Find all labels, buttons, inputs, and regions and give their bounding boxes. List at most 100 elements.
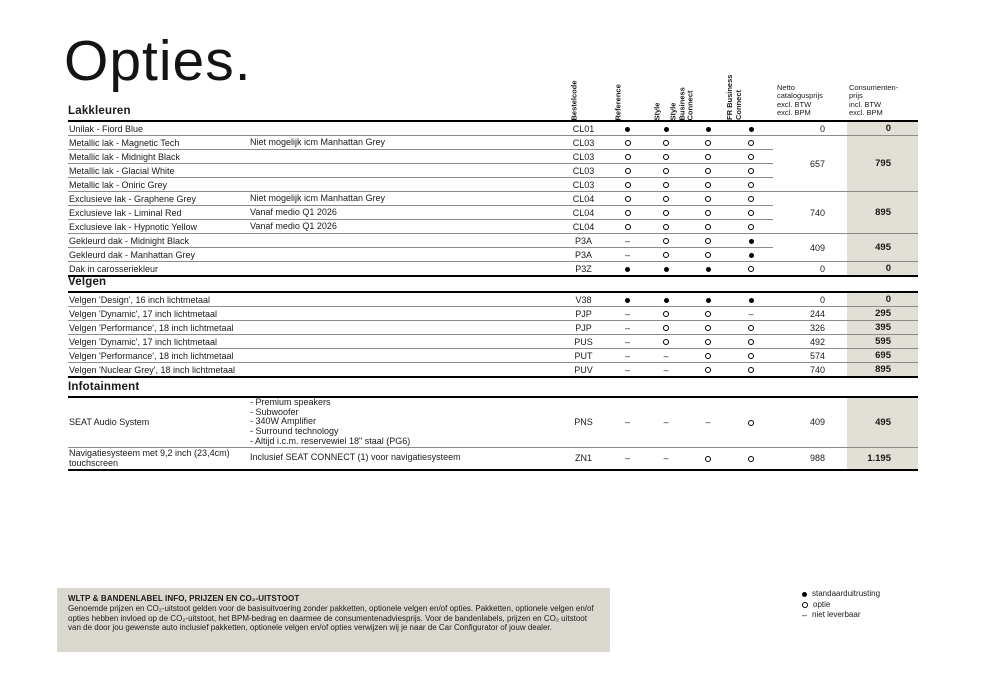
open-circle-icon — [705, 455, 711, 462]
availability-cell — [645, 191, 687, 206]
availability-cell — [729, 191, 773, 206]
availability-cell — [645, 205, 687, 220]
open-circle-icon — [748, 168, 754, 175]
bestelcode-cell: CL03 — [557, 177, 610, 192]
consumentenprijs-cell: 895 — [847, 191, 918, 234]
bestelcode-cell: PJP — [557, 320, 610, 335]
filled-dot-icon — [705, 266, 711, 272]
open-circle-icon — [705, 353, 711, 360]
availability-cell — [687, 149, 729, 164]
filled-dot-icon — [748, 252, 754, 258]
availability-cell — [687, 447, 729, 471]
availability-cell — [729, 292, 773, 307]
netto-price-cell: 326 — [773, 320, 847, 335]
dash-icon: – — [624, 235, 630, 246]
bestelcode-cell: CL04 — [557, 191, 610, 206]
open-circle-icon — [663, 224, 669, 231]
netto-price-cell: 409 — [773, 233, 847, 262]
page-title: Opties. — [64, 29, 252, 93]
filled-dot-icon — [663, 126, 669, 132]
availability-cell: – — [610, 334, 645, 349]
option-note-cell — [250, 306, 557, 321]
open-circle-icon — [663, 325, 669, 332]
section-lakkleuren: Lakkleuren Unilak - Fiord Blue CL01 0 0 Meta… — [68, 105, 918, 277]
availability-cell — [687, 191, 729, 206]
availability-cell: – — [610, 320, 645, 335]
dash-icon: – — [663, 364, 669, 375]
availability-cell — [610, 163, 645, 178]
filled-dot-icon — [705, 297, 711, 303]
availability-cell — [687, 306, 729, 321]
availability-cell — [687, 334, 729, 349]
availability-cell — [729, 247, 773, 262]
filled-dot-icon — [748, 238, 754, 244]
availability-cell: – — [610, 397, 645, 448]
option-note-cell — [250, 247, 557, 262]
filled-dot-icon — [625, 266, 630, 272]
dash-icon: – — [624, 364, 630, 375]
dash-icon: – — [624, 417, 630, 428]
open-circle-icon — [705, 339, 711, 346]
legend: standaarduitrusting optie – niet leverba… — [802, 589, 880, 621]
legend-label: optie — [813, 599, 831, 609]
table-row: Exclusieve lak - Graphene Grey Niet mogel… — [68, 191, 918, 234]
open-circle-icon — [624, 210, 631, 217]
availability-cell — [687, 292, 729, 307]
bestelcode-cell: V38 — [557, 292, 610, 307]
options-table-infotainment: SEAT Audio System - Premium speakers - Su… — [68, 396, 918, 471]
table-row: Gekleurd dak - Midnight Black P3A – 409 495 — [68, 233, 918, 262]
availability-cell — [645, 247, 687, 262]
table-row: Metallic lak - Glacial White CL03 — [68, 163, 918, 178]
netto-price-cell: 988 — [773, 447, 847, 471]
availability-cell — [645, 149, 687, 164]
option-name-cell: Exclusieve lak - Liminal Red — [68, 205, 250, 220]
bestelcode-cell: PUS — [557, 334, 610, 349]
filled-dot-icon — [625, 297, 630, 303]
availability-cell — [645, 261, 687, 277]
option-name-cell: Exclusieve lak - Hypnotic Yellow — [68, 219, 250, 234]
option-name-cell: Metallic lak - Magnetic Tech — [68, 135, 250, 150]
bestelcode-cell: CL01 — [557, 121, 610, 136]
open-circle-icon — [624, 154, 631, 161]
availability-cell — [729, 163, 773, 178]
filled-dot-icon — [802, 591, 807, 597]
option-note-cell: Vanaf medio Q1 2026 — [250, 205, 557, 220]
table-row: Velgen 'Nuclear Grey', 18 inch lichtmeta… — [68, 362, 918, 378]
open-circle-icon — [663, 140, 669, 147]
table-row: Exclusieve lak - Liminal Red Vanaf medio … — [68, 205, 918, 220]
availability-cell: – — [645, 397, 687, 448]
availability-cell — [729, 447, 773, 471]
options-table-lakkleuren: Unilak - Fiord Blue CL01 0 0 Metallic lak - … — [68, 120, 918, 277]
dash-icon: – — [624, 322, 630, 333]
netto-price-cell: 574 — [773, 348, 847, 363]
netto-price-cell: 740 — [773, 362, 847, 378]
option-name-cell: Unilak - Fiord Blue — [68, 121, 250, 136]
availability-cell: – — [610, 348, 645, 363]
availability-cell: – — [610, 247, 645, 262]
availability-cell — [687, 320, 729, 335]
open-circle-icon — [624, 140, 631, 147]
open-circle-icon — [705, 154, 711, 161]
consumentenprijs-cell: 595 — [847, 334, 918, 349]
option-name-cell: Navigatiesysteem met 9,2 inch (23,4cm) t… — [68, 447, 250, 471]
availability-cell — [729, 121, 773, 136]
open-circle-icon — [663, 311, 669, 318]
open-circle-icon — [705, 140, 711, 147]
availability-cell: – — [610, 233, 645, 248]
table-row: Metallic lak - Magnetic Tech Niet mogelij… — [68, 135, 918, 192]
netto-price-cell: 740 — [773, 191, 847, 234]
dash-icon: – — [624, 249, 630, 260]
filled-dot-icon — [705, 126, 711, 132]
option-name-cell: Velgen 'Performance', 18 inch lichtmetaa… — [68, 348, 250, 363]
availability-cell — [645, 177, 687, 192]
dash-icon: – — [624, 350, 630, 361]
column-header-consumentenprijs: Consumenten- prijs incl. BTW excl. BPM — [849, 82, 899, 118]
open-circle-icon — [748, 367, 754, 374]
availability-cell — [729, 397, 773, 448]
availability-cell — [610, 135, 645, 150]
section-velgen: Velgen Velgen 'Design', 16 inch lichtmet… — [68, 276, 918, 378]
availability-cell — [729, 320, 773, 335]
open-circle-icon — [663, 196, 669, 203]
consumentenprijs-cell: 0 — [847, 121, 918, 136]
option-note-cell: - Premium speakers - Subwoofer - 340W Am… — [250, 397, 557, 448]
